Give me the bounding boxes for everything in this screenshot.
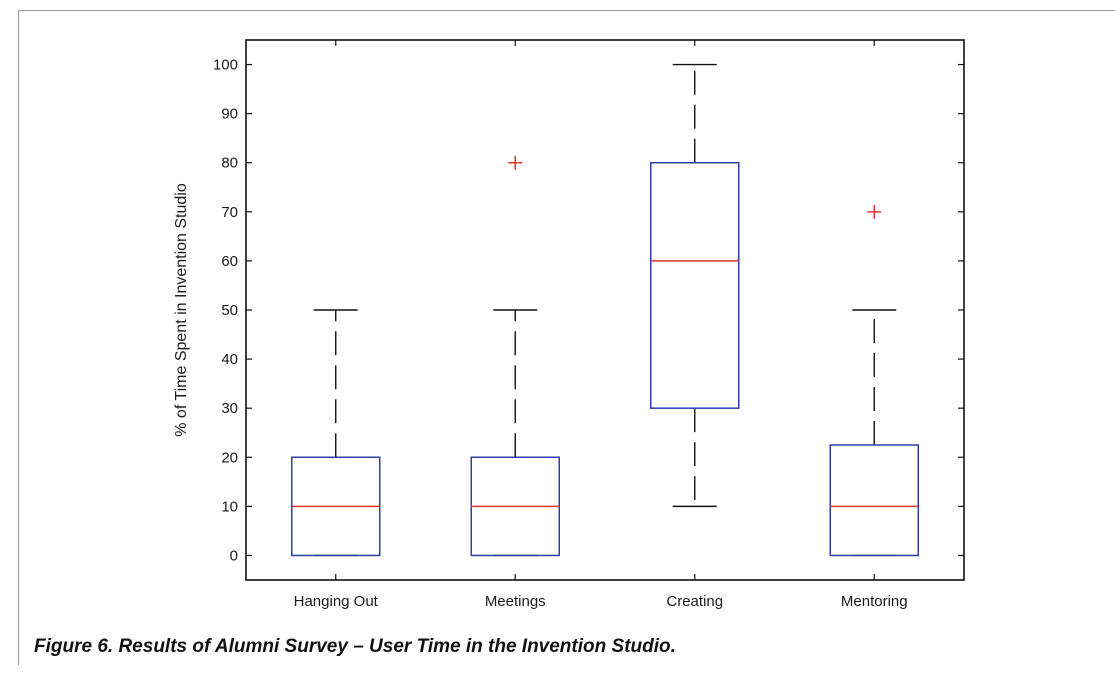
box-plot-chart: 0 10 20 30 40 50 60 70 80 90 100 Hanging Out Meeting… xyxy=(173,39,965,610)
x-tick-label-mentoring: Mentoring xyxy=(841,593,908,610)
box-creating xyxy=(650,161,740,409)
y-tick-label-70: 70 xyxy=(221,204,238,221)
y-axis-label: % of Time Spent in Invention Studio xyxy=(173,183,190,437)
y-tick-label-40: 40 xyxy=(221,351,238,368)
y-tick-label-50: 50 xyxy=(221,302,238,319)
figure-frame-top xyxy=(18,10,1115,11)
figure-frame-left xyxy=(18,10,19,665)
y-tick-label-60: 60 xyxy=(221,253,238,270)
y-tick-label-0: 0 xyxy=(230,547,238,564)
y-tick-label-90: 90 xyxy=(221,106,238,123)
y-tick-label-20: 20 xyxy=(221,449,238,466)
y-tick-label-100: 100 xyxy=(213,57,238,74)
outlier-marker-mentoring-70 xyxy=(867,204,882,219)
outlier-marker-meetings-80 xyxy=(508,155,523,170)
y-tick-label-10: 10 xyxy=(221,498,238,515)
x-tick-label-creating: Creating xyxy=(666,593,723,610)
x-tick-label-meetings: Meetings xyxy=(485,593,546,610)
y-tick-label-30: 30 xyxy=(221,400,238,417)
y-tick-label-80: 80 xyxy=(221,155,238,172)
x-tick-label-hanging-out: Hanging Out xyxy=(294,593,379,610)
box-mentoring xyxy=(829,444,919,557)
figure-caption: Figure 6. Results of Alumni Survey – Use… xyxy=(34,636,676,657)
